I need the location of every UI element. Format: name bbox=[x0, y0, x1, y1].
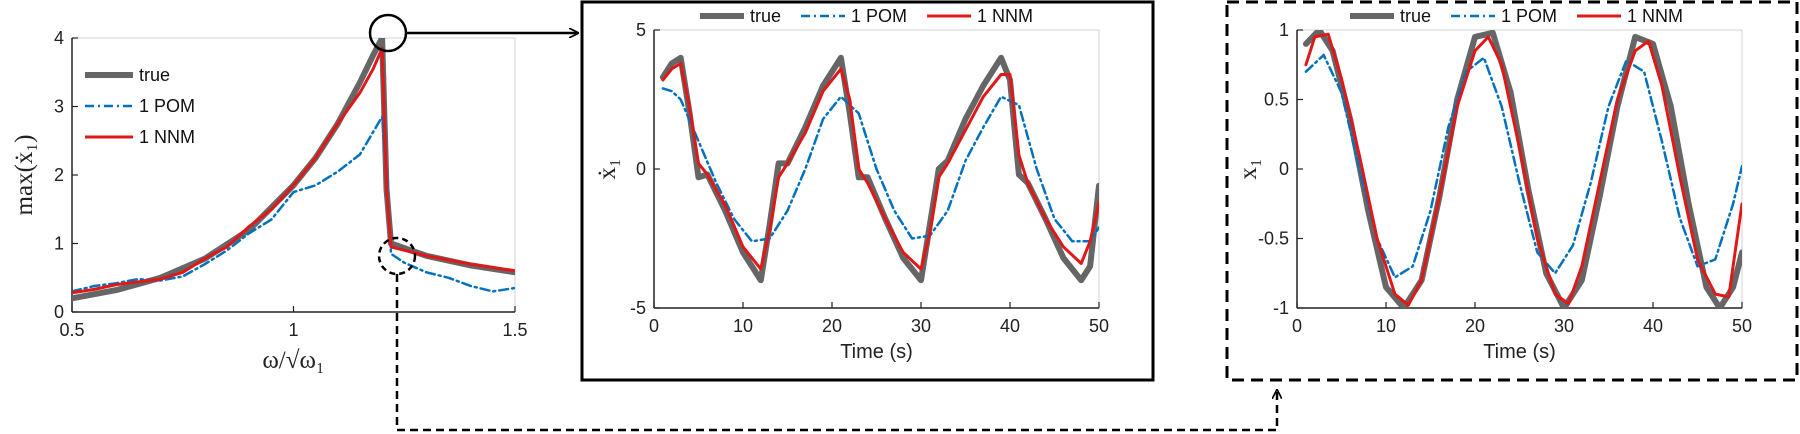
series-line-true bbox=[659, 54, 1099, 284]
x-axis-label: ω/√ω₁ bbox=[262, 347, 324, 374]
legend-label-pom: 1 POM bbox=[851, 6, 907, 26]
y-tick-label: 2 bbox=[54, 165, 64, 185]
series-line-pom bbox=[661, 87, 1099, 243]
y-tick-label: 0 bbox=[1279, 159, 1289, 179]
y-tick-label: 0 bbox=[54, 302, 64, 322]
y-tick-label: 5 bbox=[636, 20, 646, 40]
frequency-response-panel: 0.5 1 1.5 0 1 2 3 4 ω/√ω₁ max(ẋ₁) true 1 POM 1 NNM bbox=[11, 28, 528, 374]
legend-label-nnm: 1 NNM bbox=[977, 6, 1033, 26]
x-tick-label: 10 bbox=[1376, 316, 1396, 336]
y-tick-label: 1 bbox=[54, 234, 64, 254]
legend-label-pom: 1 POM bbox=[1501, 6, 1557, 26]
legend-label-nnm: 1 NNM bbox=[1627, 6, 1683, 26]
legend: true 1 POM 1 NNM bbox=[1350, 6, 1683, 26]
legend-background bbox=[79, 57, 194, 145]
x-tick-label: 0.5 bbox=[59, 320, 84, 340]
legend: true 1 POM 1 NNM bbox=[79, 57, 195, 147]
panel-2-frame bbox=[580, 0, 1155, 382]
x-tick-label: 0 bbox=[649, 316, 659, 336]
y-tick-label: 1 bbox=[1279, 20, 1289, 40]
x-tick-label: 30 bbox=[1554, 316, 1574, 336]
x-tick-label: 40 bbox=[1000, 316, 1020, 336]
legend: true 1 POM 1 NNM bbox=[700, 6, 1033, 26]
legend-label-true: true bbox=[139, 65, 170, 85]
x-tick-label: 20 bbox=[822, 316, 842, 336]
legend-label-true: true bbox=[1400, 6, 1431, 26]
x-tick-label: 50 bbox=[1732, 316, 1752, 336]
x-tick-label: 0 bbox=[1292, 316, 1302, 336]
x-tick-label: 1.5 bbox=[502, 320, 527, 340]
legend-label-nnm: 1 NNM bbox=[139, 127, 195, 147]
y-axis-label: max(ẋ₁) bbox=[11, 135, 38, 216]
series-line-nnm bbox=[72, 46, 515, 295]
x-tick-label: 50 bbox=[1089, 316, 1109, 336]
y-tick-label: -0.5 bbox=[1258, 229, 1289, 249]
y-tick-label: 3 bbox=[54, 97, 64, 117]
series-line-nnm bbox=[661, 61, 1099, 271]
y-tick-label: -5 bbox=[630, 298, 646, 318]
series-line-nnm bbox=[1304, 32, 1742, 307]
y-tick-label: 0.5 bbox=[1264, 90, 1289, 110]
drop-highlight-circle bbox=[377, 236, 417, 276]
x-axis-label: Time (s) bbox=[840, 341, 913, 363]
y-tick-label: 4 bbox=[54, 28, 64, 48]
y-axis-label: x₁ bbox=[1235, 158, 1262, 179]
y-tick-label: -1 bbox=[1273, 298, 1289, 318]
x-axis-label: Time (s) bbox=[1483, 341, 1556, 363]
y-axis-label: ẋ₁ bbox=[594, 158, 621, 179]
x-tick-label: 10 bbox=[733, 316, 753, 336]
legend-label-true: true bbox=[750, 6, 781, 26]
x-tick-label: 1 bbox=[288, 320, 298, 340]
displacement-time-panel: 0 10 20 30 40 50 -1 -0.5 0 0.5 1 Time (s) x₁ true 1 PO… bbox=[1235, 6, 1752, 363]
legend-label-pom: 1 POM bbox=[139, 96, 195, 116]
drop-arrow bbox=[395, 274, 1277, 432]
peak-highlight-circle bbox=[368, 13, 408, 53]
x-tick-label: 30 bbox=[911, 316, 931, 336]
y-tick-label: 0 bbox=[636, 159, 646, 179]
panel-3-frame bbox=[1225, 0, 1799, 382]
x-tick-label: 40 bbox=[1643, 316, 1663, 336]
x-tick-label: 20 bbox=[1465, 316, 1485, 336]
series-line-true bbox=[72, 38, 515, 302]
